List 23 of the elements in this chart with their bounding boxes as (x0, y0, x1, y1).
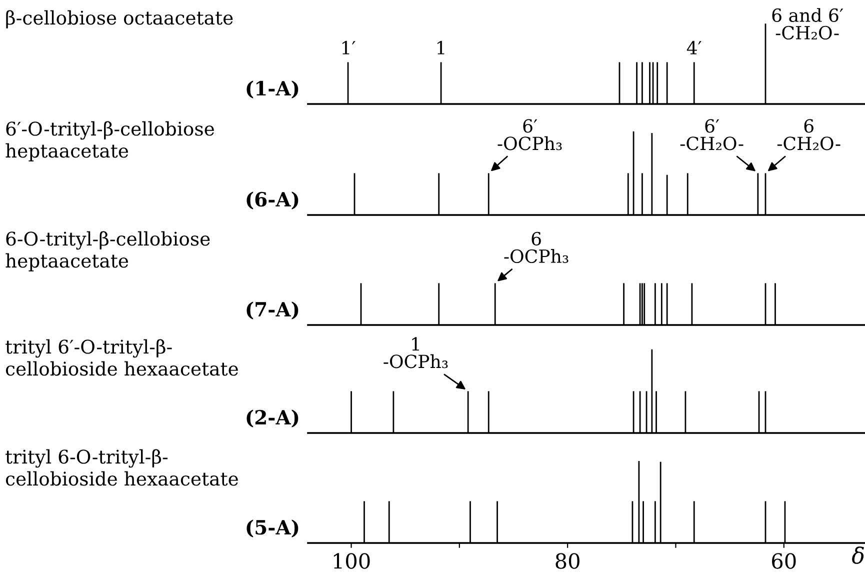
text: trityl 6′-O-trityl-β- cellobioside hexaacetate (6, 339, 238, 376)
x-tick-label: 100 (334, 553, 370, 569)
text: trityl 6-O-trityl-β- cellobioside hexaacetate (6, 449, 238, 486)
text: 6′-O-trityl-β-cellobiose heptaacetate (6, 121, 214, 162)
text: (7-A) (246, 302, 298, 320)
x-tick-label: 60 (772, 553, 796, 569)
annotation: 1 (437, 40, 444, 54)
annotation: 1 -OCPh₃ (384, 337, 448, 368)
annotation: 1′ (342, 40, 356, 54)
text: (6-A) (246, 192, 298, 210)
text: β-cellobiose octaacetate (6, 10, 233, 28)
text: (1-A) (246, 80, 298, 98)
annotation: 6 -CH₂O- (777, 119, 840, 150)
annotation: 4′ (686, 40, 702, 54)
text: 6-O-trityl-β-cellobiose heptaacetate (6, 231, 210, 272)
text: (2-A) (246, 410, 298, 428)
annotation: 6 and 6′ -CH₂O- (772, 8, 844, 40)
annotation: 6′ -OCPh₃ (498, 119, 562, 150)
text: (5-A) (246, 520, 298, 538)
annotation: 6 -OCPh₃ (504, 232, 568, 264)
annotation: 6′ -CH₂O- (680, 119, 744, 150)
x-tick-label: 80 (556, 553, 580, 569)
x-axis-title: δ (852, 546, 864, 564)
